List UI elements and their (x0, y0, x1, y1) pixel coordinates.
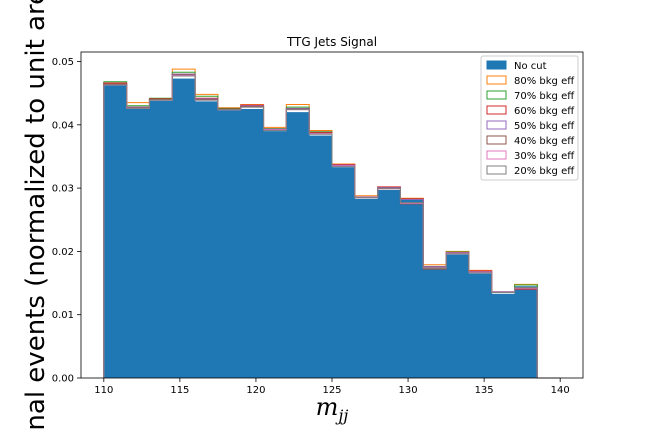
y-axis-label: gnal events (normalized to unit are (21, 0, 51, 432)
bar-no-cut-16 (468, 273, 493, 378)
legend-label-40-bkg-eff: 40% bkg eff (514, 136, 575, 147)
legend-swatch-40-bkg-eff (486, 135, 507, 145)
bar-no-cut-7 (263, 131, 287, 378)
y-tick-label: 0.00 (52, 374, 74, 385)
y-tick-label: 0.02 (52, 247, 74, 258)
bar-no-cut-3 (172, 78, 196, 378)
x-tick-label: 120 (246, 385, 265, 396)
legend-label-no-cut: No cut (514, 61, 547, 72)
bar-no-cut-18 (514, 286, 538, 378)
x-axis-label-main: m (316, 393, 339, 421)
legend-box (480, 55, 579, 181)
bar-no-cut-0 (103, 85, 128, 379)
bar-no-cut-14 (423, 265, 447, 378)
bar-no-cut-17 (491, 293, 515, 378)
legend-swatch-30-bkg-eff (486, 150, 507, 160)
y-tick-label: 0.03 (52, 184, 74, 195)
y-axis-ticks: 0.00 0.01 0.02 0.03 0.04 0.05 (52, 57, 81, 385)
bar-no-cut-9 (309, 135, 333, 378)
step-series-7 (103, 75, 561, 379)
legend-label-80-bkg-eff: 80% bkg eff (514, 76, 575, 87)
y-tick-label: 0.01 (52, 310, 74, 321)
chart-title: TTG Jets Signal (286, 35, 377, 49)
legend-label-70-bkg-eff: 70% bkg eff (514, 91, 575, 102)
bar-no-cut-1 (126, 108, 150, 378)
legend-label-30-bkg-eff: 30% bkg eff (514, 151, 575, 162)
x-tick-label: 140 (551, 385, 570, 396)
bar-no-cut-8 (286, 112, 310, 378)
bar-no-cut-5 (217, 110, 242, 379)
legend-swatch-60-bkg-eff (486, 105, 507, 115)
bar-no-cut-4 (195, 101, 219, 378)
x-tick-label: 130 (399, 385, 418, 396)
bar-no-cut-12 (377, 189, 401, 378)
x-axis-ticks: 110 115 120 125 130 135 140 (94, 378, 570, 396)
x-tick-label: 135 (475, 385, 494, 396)
x-tick-label: 125 (322, 385, 341, 396)
bar-no-cut-2 (149, 100, 173, 378)
bar-no-cut-15 (446, 254, 470, 378)
histogram-bars (103, 78, 538, 379)
bar-no-cut-6 (240, 108, 264, 378)
x-axis-label-subscript: jj (335, 406, 348, 425)
legend-swatch-50-bkg-eff (486, 120, 507, 130)
legend-swatch-80-bkg-eff (486, 75, 507, 85)
x-tick-label: 115 (170, 385, 189, 396)
histogram-steps (103, 68, 561, 379)
x-axis-label: mjj (316, 393, 349, 425)
legend-swatch-70-bkg-eff (486, 90, 507, 100)
y-tick-label: 0.05 (52, 57, 74, 68)
x-tick-label: 110 (94, 385, 113, 396)
y-tick-label: 0.04 (52, 120, 74, 131)
bar-no-cut-13 (400, 199, 424, 378)
legend: No cut 80% bkg eff 70% bkg eff 60% bkg eff 5… (480, 55, 579, 181)
legend-label-20-bkg-eff: 20% bkg eff (514, 166, 575, 177)
legend-swatch-no-cut (486, 60, 507, 70)
legend-label-50-bkg-eff: 50% bkg eff (514, 121, 575, 132)
legend-label-60-bkg-eff: 60% bkg eff (514, 106, 575, 117)
bar-no-cut-10 (332, 167, 356, 378)
legend-swatch-20-bkg-eff (486, 165, 507, 175)
bar-no-cut-11 (354, 198, 379, 378)
